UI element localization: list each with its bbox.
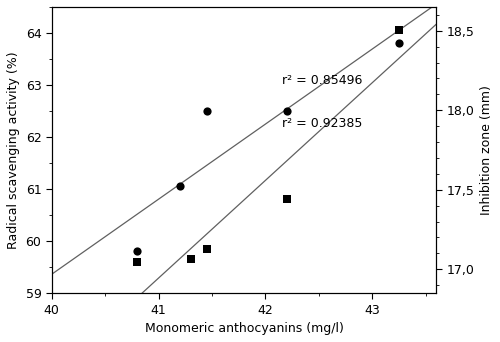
Point — [202, 246, 210, 252]
Point — [202, 108, 210, 114]
Point — [395, 41, 403, 46]
Point — [133, 249, 141, 254]
Point — [176, 184, 184, 189]
Point — [133, 259, 141, 265]
Text: r² = 0.85496: r² = 0.85496 — [282, 74, 363, 87]
Point — [186, 256, 194, 262]
X-axis label: Monomeric anthocyanins (mg/l): Monomeric anthocyanins (mg/l) — [144, 322, 344, 335]
Point — [395, 28, 403, 33]
Y-axis label: Inhibition zone (mm): Inhibition zone (mm) — [480, 85, 493, 215]
Point — [282, 197, 290, 202]
Y-axis label: Radical scavenging activity (%): Radical scavenging activity (%) — [7, 51, 20, 249]
Text: r² = 0.92385: r² = 0.92385 — [282, 117, 363, 130]
Point — [282, 108, 290, 114]
